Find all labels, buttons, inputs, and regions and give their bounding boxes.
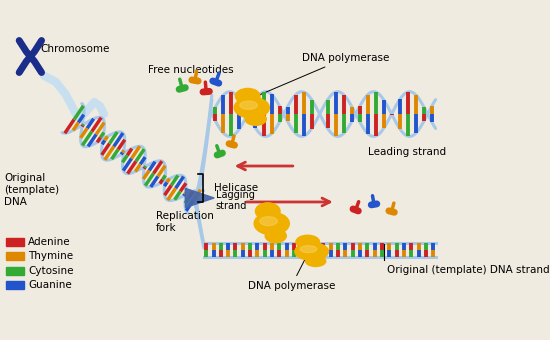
Ellipse shape: [306, 256, 326, 267]
Bar: [7, 267, 24, 275]
Text: DNA polymerase: DNA polymerase: [248, 256, 335, 291]
Text: Thymine: Thymine: [28, 251, 73, 261]
Text: Leading strand: Leading strand: [367, 148, 446, 157]
Text: Lagging
strand: Lagging strand: [216, 190, 255, 211]
Text: Helicase: Helicase: [214, 183, 258, 193]
Ellipse shape: [234, 97, 270, 118]
Ellipse shape: [300, 245, 317, 253]
Text: Free nucleotides: Free nucleotides: [148, 65, 234, 84]
Polygon shape: [185, 188, 214, 207]
Bar: [7, 281, 24, 289]
Text: Original
(template)
DNA: Original (template) DNA: [4, 173, 59, 207]
Ellipse shape: [265, 229, 287, 242]
Ellipse shape: [254, 212, 289, 235]
Ellipse shape: [295, 243, 328, 260]
Ellipse shape: [27, 54, 34, 59]
Text: Guanine: Guanine: [28, 280, 72, 290]
Bar: [7, 252, 24, 260]
Text: Original (template) DNA strand: Original (template) DNA strand: [387, 265, 549, 275]
Text: DNA polymerase: DNA polymerase: [258, 53, 389, 96]
Ellipse shape: [245, 113, 266, 125]
Ellipse shape: [260, 217, 277, 226]
Text: Adenine: Adenine: [28, 237, 70, 247]
Ellipse shape: [255, 203, 280, 220]
Ellipse shape: [240, 101, 257, 109]
Text: Replication
fork: Replication fork: [156, 211, 214, 233]
Ellipse shape: [235, 88, 260, 104]
Bar: [7, 238, 24, 246]
Text: Chromosome: Chromosome: [40, 44, 109, 53]
Ellipse shape: [296, 235, 320, 249]
Text: Cytosine: Cytosine: [28, 266, 74, 276]
